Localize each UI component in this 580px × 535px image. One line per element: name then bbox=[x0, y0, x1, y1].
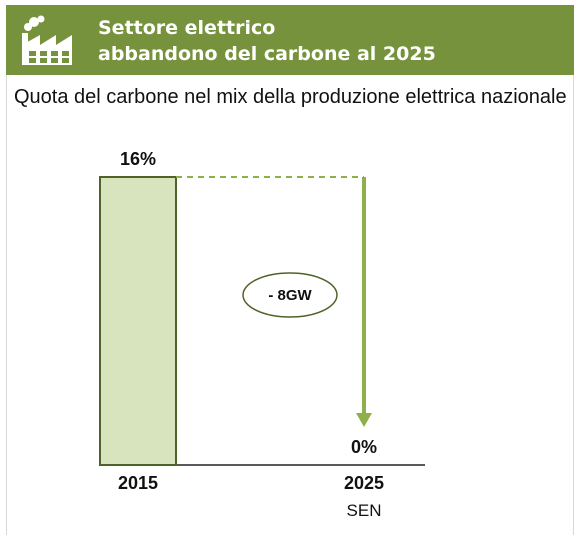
factory-icon bbox=[22, 15, 72, 65]
content-panel bbox=[6, 75, 574, 535]
annotation-ellipse bbox=[242, 272, 338, 318]
value-label-2025: 0% bbox=[351, 437, 377, 457]
header-title: Settore elettrico abbandono del carbone … bbox=[98, 15, 436, 67]
value-label-2015: 16% bbox=[120, 149, 156, 169]
header-title-line1: Settore elettrico bbox=[98, 17, 276, 39]
category-note-2025: SEN bbox=[347, 501, 382, 520]
bar-2015 bbox=[99, 176, 177, 466]
category-label-2015: 2015 bbox=[118, 473, 158, 493]
header-title-line2: abbandono del carbone al 2025 bbox=[98, 43, 436, 65]
decrease-arrow-head bbox=[356, 413, 372, 427]
chart-subtitle: Quota del carbone nel mix della produzio… bbox=[14, 86, 567, 108]
annotation-label: - 8GW bbox=[268, 287, 312, 304]
header-banner: Settore elettrico abbandono del carbone … bbox=[6, 5, 574, 75]
category-label-2025: 2025 bbox=[344, 473, 384, 493]
